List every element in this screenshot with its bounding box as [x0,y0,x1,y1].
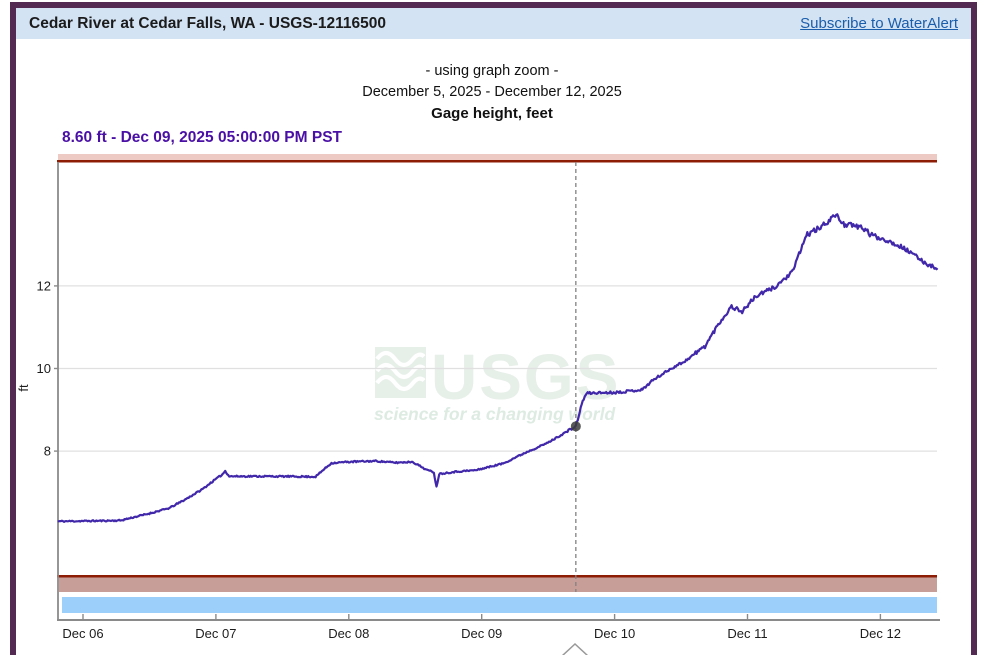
cursor-readout: 8.60 ft - Dec 09, 2025 05:00:00 PM PST [62,129,343,146]
y-tick-label: 12 [37,278,51,293]
parameter-title: Gage height, feet [431,105,553,122]
x-tick-label: Dec 10 [594,626,635,641]
x-tick-label: Dec 12 [860,626,901,641]
upper-stage-band [58,154,937,160]
x-tick-label: Dec 11 [727,626,767,641]
graph-zoom-note: - using graph zoom - [425,63,559,79]
lower-stage-band [59,577,937,592]
gage-height-series [57,213,939,523]
y-tick-label: 10 [37,361,51,376]
data-status-band [62,597,937,613]
y-axis-label: ft [16,384,31,392]
header-bar: Cedar River at Cedar Falls, WA - USGS-12… [16,8,971,39]
y-tick-label: 8 [44,444,51,459]
subscribe-wateralert-link[interactable]: Subscribe to WaterAlert [800,15,958,32]
cursor-marker [570,421,581,432]
usgs-watermark-text: USGS [431,341,620,413]
x-tick-label: Dec 06 [62,626,103,641]
station-title: Cedar River at Cedar Falls, WA - USGS-12… [29,14,386,32]
frame-border [10,2,977,655]
x-tick-label: Dec 08 [328,626,369,641]
lower-stage-line [57,575,937,578]
x-tick-label: Dec 09 [461,626,502,641]
usgs-watermark-tagline: science for a changing world [374,404,615,424]
date-range: December 5, 2025 - December 12, 2025 [362,84,622,100]
upper-stage-line [57,160,937,163]
chart-subtitle-block: - using graph zoom - December 5, 2025 - … [0,61,984,124]
zoom-slider-caret[interactable] [561,642,589,655]
x-tick-label: Dec 07 [195,626,236,641]
